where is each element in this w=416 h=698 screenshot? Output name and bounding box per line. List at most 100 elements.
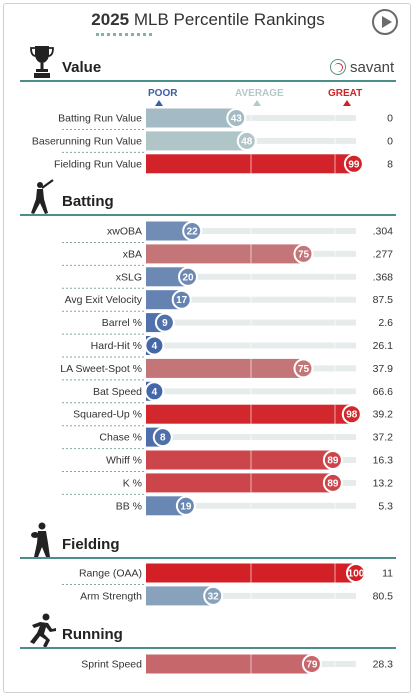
percentile-bar [146, 267, 188, 287]
percentile-bubble[interactable] [171, 289, 192, 310]
percentile-bubble[interactable] [144, 381, 165, 402]
percentile-bubble[interactable] [341, 404, 362, 425]
percentile-bubble[interactable] [322, 472, 343, 493]
percentile-bubble[interactable] [301, 654, 322, 674]
percentile-bubble[interactable] [226, 108, 247, 128]
percentile-number: 79 [306, 660, 318, 671]
percentile-bubble[interactable] [182, 221, 203, 241]
percentile-bar [146, 654, 312, 674]
percentile-bar [146, 473, 333, 493]
section-title-batting: Batting [62, 193, 114, 210]
percentile-bar [146, 450, 333, 470]
title-underline [96, 33, 152, 36]
metric-label: Baserunning Run Value [32, 135, 142, 147]
section-title-fielding: Fielding [62, 536, 120, 553]
metric-label: Bat Speed [93, 386, 142, 398]
card-frame [3, 3, 411, 693]
percentile-number: 100 [348, 569, 365, 580]
metric-label: Arm Strength [80, 590, 142, 602]
percentile-bubble[interactable] [322, 450, 343, 470]
fielder-icon [31, 522, 50, 557]
batter-icon [31, 179, 54, 214]
metric-value: 37.2 [373, 432, 394, 444]
metric-label: Avg Exit Velocity [65, 294, 143, 306]
title-text: MLB Percentile Rankings [133, 10, 325, 29]
metric-value: 13.2 [373, 477, 394, 489]
metric-value: 0 [387, 113, 393, 125]
metric-label: xSLG [116, 271, 142, 283]
metric-value: .277 [373, 248, 394, 260]
percentile-number: 89 [327, 456, 339, 467]
percentile-number: 4 [152, 387, 158, 398]
metric-label: Squared-Up % [73, 409, 142, 421]
section-divider-fielding [20, 557, 396, 559]
savant-logo-text: savant [350, 59, 395, 76]
play-button[interactable] [372, 9, 398, 35]
section-divider-running [20, 647, 396, 649]
metric-label: BB % [116, 500, 142, 512]
percentile-number: 98 [346, 410, 358, 421]
metric-value: 2.6 [378, 317, 393, 329]
metric-value: 80.5 [373, 590, 394, 602]
percentile-bubble[interactable] [178, 266, 198, 287]
percentile-bar [146, 154, 354, 174]
percentile-number: 19 [180, 501, 192, 512]
scale-average-marker [253, 100, 261, 106]
percentile-bar [146, 290, 182, 310]
percentile-bar [146, 496, 186, 516]
percentile-number: 32 [208, 591, 220, 602]
percentile-number: 8 [160, 433, 166, 444]
metric-label: Sprint Speed [81, 659, 142, 671]
percentile-bubble[interactable] [293, 358, 314, 379]
percentile-number: 20 [182, 272, 194, 283]
percentile-bubble[interactable] [346, 563, 366, 583]
percentile-bar [146, 358, 304, 378]
percentile-bar [146, 131, 247, 151]
metric-value: 26.1 [373, 340, 394, 352]
percentile-bubble[interactable] [343, 153, 364, 174]
metric-value: 37.9 [373, 363, 394, 375]
metric-value: .304 [373, 226, 394, 238]
metric-value: 87.5 [373, 294, 394, 306]
percentile-number: 4 [152, 341, 158, 352]
metric-value: 66.6 [373, 386, 394, 398]
scale-great-label: GREAT [328, 88, 363, 99]
percentile-bubble[interactable] [293, 243, 314, 264]
metric-label: Hard-Hit % [91, 340, 142, 352]
percentile-number: 89 [327, 478, 339, 489]
metric-label: LA Sweet-Spot % [60, 363, 142, 375]
metric-value: 8 [387, 158, 393, 170]
percentile-number: 48 [241, 136, 253, 147]
percentile-bubble[interactable] [175, 495, 196, 516]
percentile-bubble[interactable] [144, 335, 165, 356]
percentile-number: 75 [298, 364, 310, 375]
percentile-bar [146, 221, 193, 241]
metric-label: Fielding Run Value [54, 158, 142, 170]
percentile-number: 75 [298, 249, 310, 260]
percentile-number: 99 [348, 159, 360, 170]
scale-average-label: AVERAGE [235, 88, 284, 99]
section-divider-value [20, 80, 396, 82]
metric-label: Chase % [99, 432, 142, 444]
metric-label: K % [123, 477, 142, 489]
percentile-bubble[interactable] [152, 427, 173, 448]
section-title-value: Value [62, 59, 102, 76]
percentile-number: 17 [176, 295, 188, 306]
metric-value: 16.3 [373, 455, 394, 467]
metric-label: xBA [123, 248, 142, 260]
percentile-bar [146, 586, 214, 606]
scale-great-marker [343, 100, 351, 106]
trophy-icon [30, 46, 54, 78]
metric-label: Barrel % [102, 317, 142, 329]
percentile-bar [146, 108, 237, 128]
metric-value: 28.3 [373, 659, 394, 671]
metric-value: .368 [373, 271, 394, 283]
percentile-number: 43 [231, 114, 243, 125]
percentile-bubble[interactable] [203, 585, 224, 606]
percentile-bubble[interactable] [236, 130, 257, 151]
metric-label: xwOBA [107, 226, 142, 238]
percentile-number: 9 [162, 318, 168, 329]
metric-value: 11 [382, 568, 393, 580]
percentile-bubble[interactable] [154, 312, 175, 333]
